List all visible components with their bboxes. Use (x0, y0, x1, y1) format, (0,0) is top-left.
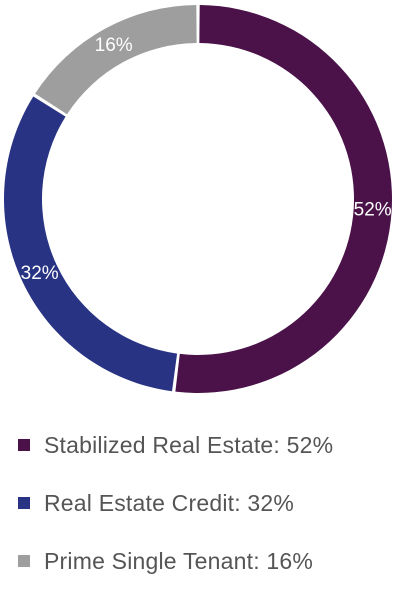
legend-swatch (18, 555, 30, 567)
slice-label-stabilized-real-estate: 52% (354, 199, 392, 220)
donut-slice-stabilized-real-estate (175, 5, 393, 394)
legend-item-real-estate-credit: Real Estate Credit: 32% (18, 488, 398, 518)
donut-slice-labels: 52% 32% 16% (21, 35, 392, 284)
chart-legend: Stabilized Real Estate: 52% Real Estate … (18, 430, 398, 604)
legend-item-prime-single-tenant: Prime Single Tenant: 16% (18, 546, 398, 576)
donut-chart: 52% 32% 16% (3, 5, 393, 394)
slice-label-prime-single-tenant: 16% (95, 35, 133, 56)
donut-slices (3, 5, 393, 394)
donut-slice-real-estate-credit (3, 96, 178, 392)
legend-swatch (18, 497, 30, 509)
legend-label: Stabilized Real Estate: 52% (44, 431, 334, 458)
legend-swatch (18, 439, 30, 451)
donut-slice-prime-single-tenant (35, 5, 197, 115)
slice-label-real-estate-credit: 32% (21, 263, 59, 284)
legend-label: Prime Single Tenant: 16% (44, 547, 314, 574)
legend-item-stabilized-real-estate: Stabilized Real Estate: 52% (18, 430, 398, 460)
legend-label: Real Estate Credit: 32% (44, 489, 295, 516)
